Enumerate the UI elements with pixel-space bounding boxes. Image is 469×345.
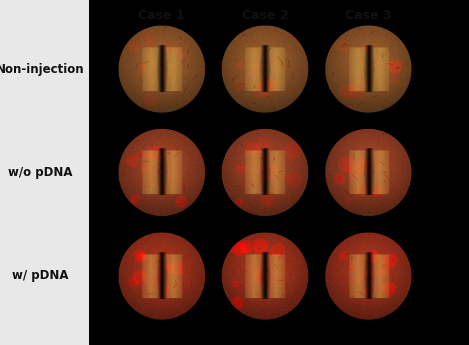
Text: Case 2: Case 2	[242, 9, 288, 22]
Bar	[89, 0, 469, 345]
Text: Case 1: Case 1	[138, 9, 185, 22]
Polygon shape	[87, 0, 443, 248]
Polygon shape	[0, 97, 340, 345]
Text: Non-injection: Non-injection	[0, 62, 84, 76]
Polygon shape	[87, 0, 443, 345]
Polygon shape	[0, 0, 340, 345]
Polygon shape	[190, 0, 469, 345]
Text: w/o pDNA: w/o pDNA	[8, 166, 72, 179]
Polygon shape	[0, 0, 340, 248]
Polygon shape	[190, 0, 469, 248]
Text: w/ pDNA: w/ pDNA	[12, 269, 68, 283]
Polygon shape	[87, 97, 443, 345]
Polygon shape	[190, 97, 469, 345]
Text: Case 3: Case 3	[345, 9, 392, 22]
